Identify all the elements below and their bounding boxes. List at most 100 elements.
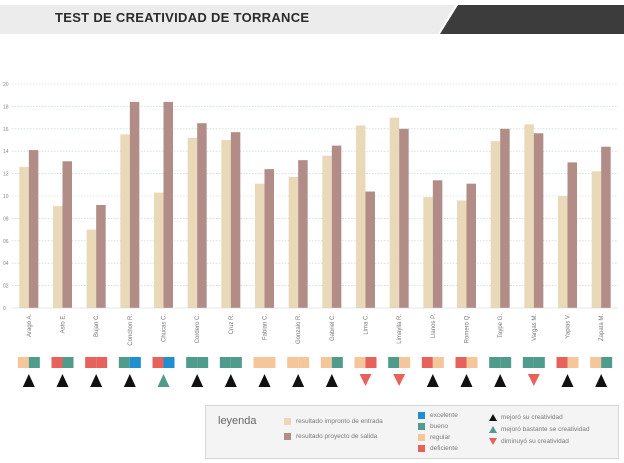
- bar-entrada: [423, 197, 433, 308]
- bar-entrada: [322, 155, 332, 308]
- category-label: Cruz R.: [229, 314, 235, 335]
- category-label: Fabian C.: [263, 314, 269, 340]
- category-label: Asto E.: [61, 314, 67, 334]
- status-box-salida: [96, 357, 108, 368]
- header-dark-band: [440, 5, 624, 34]
- status-box-salida: [163, 357, 175, 368]
- y-tick-label: 0: [3, 306, 6, 312]
- status-box-entrada: [152, 357, 164, 368]
- status-box-entrada: [287, 357, 299, 368]
- bar-salida: [163, 101, 173, 308]
- status-box-entrada: [17, 357, 29, 368]
- status-box-salida: [365, 357, 377, 368]
- bar-entrada: [255, 183, 265, 308]
- status-box-salida: [399, 357, 411, 368]
- bar-salida: [466, 183, 476, 308]
- status-box-entrada: [421, 357, 433, 368]
- legend-swatch-excelente: [418, 412, 425, 419]
- bar-salida: [432, 180, 443, 308]
- bar-salida: [567, 162, 577, 308]
- trend-mejoro-icon: [258, 374, 271, 387]
- header-band: [0, 5, 624, 34]
- bar-entrada: [356, 125, 366, 308]
- trend-mejoro-icon: [56, 374, 69, 387]
- status-box-salida: [500, 357, 512, 368]
- category-label: Bujan C.: [94, 314, 100, 337]
- trend-mejoro-icon: [224, 374, 237, 387]
- legend-swatch-regular: [418, 434, 425, 441]
- legend-label-disminuyo: diminuyó su creatividad: [501, 438, 569, 445]
- legend-swatch-entrada: [284, 418, 291, 425]
- bar-chart: 0 02 04 06 08 10 12 14 16 18 20 Arago A. Asto E. Buja…: [3, 82, 618, 387]
- bar-entrada: [457, 200, 467, 308]
- bar-entrada: [524, 124, 534, 308]
- status-box-salida: [129, 357, 141, 368]
- status-box-salida: [601, 357, 613, 368]
- bar-entrada: [221, 140, 231, 308]
- status-box-salida: [533, 357, 545, 368]
- status-box-entrada: [253, 357, 265, 368]
- bar-salida: [399, 128, 409, 308]
- y-tick-label: 12: [3, 172, 9, 178]
- status-box-entrada: [388, 357, 400, 368]
- status-box-salida: [197, 357, 209, 368]
- status-box-salida: [298, 357, 310, 368]
- chart-header: TEST DE CREATIVIDAD DE TORRANCE: [0, 0, 624, 38]
- trend-disminuyo-icon: [359, 374, 372, 386]
- trend-mejoro-icon: [460, 374, 473, 387]
- trend-mejoro_bastante-icon: [157, 374, 170, 387]
- status-box-entrada: [489, 357, 501, 368]
- trend-mejoro-icon: [90, 374, 103, 387]
- bar-salida: [96, 204, 106, 308]
- status-box-entrada: [354, 357, 366, 368]
- trend-mejoro-icon: [561, 374, 574, 387]
- trend-mejoro-icon: [426, 374, 439, 387]
- legend-swatch-bueno: [418, 423, 425, 430]
- category-label: Yapias V.: [566, 314, 572, 339]
- status-box-salida: [466, 357, 478, 368]
- chart-title: TEST DE CREATIVIDAD DE TORRANCE: [55, 10, 310, 25]
- bar-salida: [331, 145, 342, 308]
- bar-entrada: [120, 134, 130, 308]
- bar-salida: [230, 132, 241, 308]
- trend-mejoro-icon: [191, 374, 204, 387]
- bar-salida: [28, 150, 39, 308]
- legend-label-mejoro-bastante: mejoró bastante se creatividad: [501, 426, 590, 433]
- y-tick-label: 10: [3, 194, 9, 200]
- legend-mejoro-bastante-icon: [489, 426, 497, 433]
- bar-entrada: [187, 137, 198, 308]
- legend-label-mejoro: mejoró su creatividad: [501, 414, 563, 421]
- header-light-band: [0, 5, 455, 34]
- legend-label-deficiente: deficiente: [430, 445, 458, 452]
- legend-disminuyo-icon: [489, 438, 497, 445]
- status-box-entrada: [85, 357, 97, 368]
- y-tick-label: 20: [3, 82, 9, 88]
- bar-entrada: [490, 141, 501, 308]
- bar-salida: [533, 133, 544, 308]
- bar-salida: [500, 128, 510, 308]
- status-box-entrada: [118, 357, 130, 368]
- category-label: Romero Q.: [465, 314, 471, 344]
- y-tick-label: 04: [3, 261, 9, 267]
- bar-salida: [601, 146, 611, 308]
- legend-label-regular: regular: [430, 434, 451, 441]
- status-box-entrada: [455, 357, 467, 368]
- category-label: Gonzalo R.: [296, 314, 302, 344]
- bar-entrada: [53, 206, 63, 308]
- legend-label-salida: resultado proyecto de salida: [296, 433, 378, 440]
- legend-label-bueno: bueno: [430, 423, 449, 430]
- status-box-salida: [331, 357, 343, 368]
- legend-mejoro-icon: [489, 414, 497, 421]
- bar-salida: [264, 169, 274, 308]
- y-tick-label: 06: [3, 239, 9, 245]
- legend-label-excelente: excelente: [430, 412, 458, 419]
- bar-entrada: [19, 166, 29, 308]
- status-box-entrada: [186, 357, 198, 368]
- category-label: Cordero C.: [195, 314, 201, 344]
- status-box-entrada: [590, 357, 602, 368]
- category-label: Lima C.: [364, 314, 370, 335]
- category-label: Llanos P.: [431, 314, 437, 339]
- trend-disminuyo-icon: [527, 374, 540, 386]
- category-label: Zapata M.: [599, 314, 605, 341]
- y-tick-label: 08: [3, 216, 9, 222]
